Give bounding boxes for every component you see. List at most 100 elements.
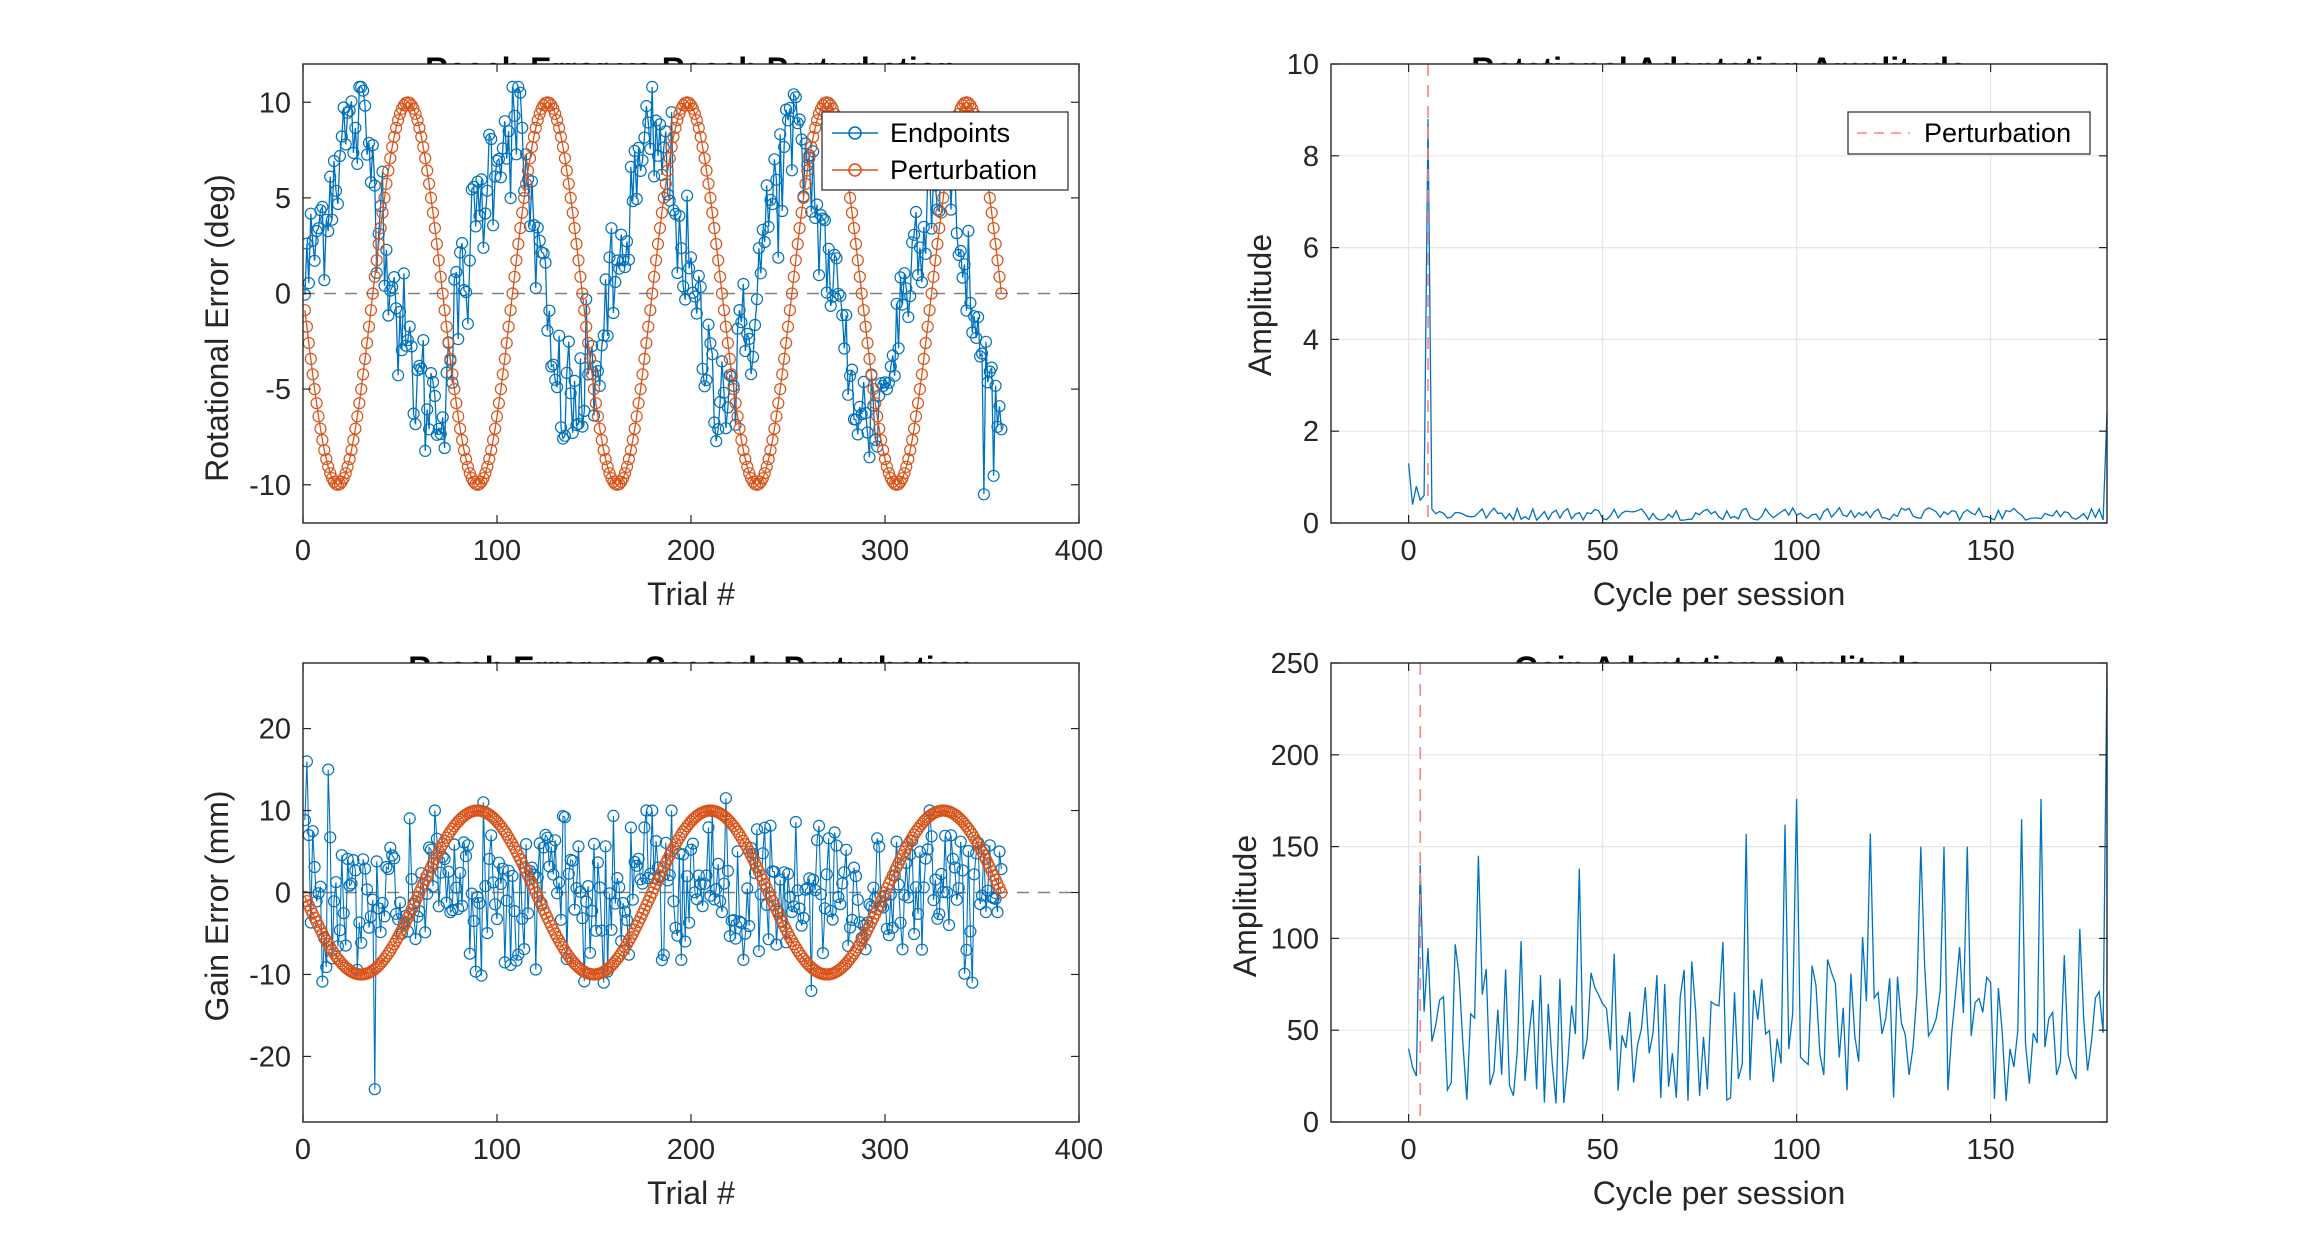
endpoint-marker	[434, 427, 447, 441]
endpoint-marker	[793, 113, 806, 126]
perturbation-marker	[376, 206, 389, 219]
endpoint-marker	[469, 220, 482, 233]
perturbation-marker	[601, 460, 614, 473]
perturbation-marker	[797, 191, 810, 204]
perturbation-marker	[343, 453, 356, 466]
perturbation-marker	[669, 121, 682, 135]
endpoint-marker	[805, 984, 818, 998]
endpoint-marker	[572, 840, 585, 853]
perturbation-marker	[644, 304, 657, 317]
endpoint-marker	[341, 852, 354, 866]
x-axis-label: Cycle per session	[1593, 1175, 1846, 1211]
endpoint-marker	[743, 919, 756, 933]
perturbation-marker	[432, 254, 445, 267]
endpoint-marker	[479, 880, 492, 893]
endpoint-marker	[820, 868, 833, 881]
endpoint-marker	[894, 271, 907, 284]
endpoint-marker	[663, 868, 676, 882]
endpoint-marker	[543, 860, 556, 873]
panel-reach-error-vs-saccade-perturbation: Reach Error vs Saccade Perturbation 0100…	[199, 650, 1103, 1211]
perturbation-marker	[921, 320, 934, 333]
endpoint-marker	[789, 91, 802, 104]
perturbation-marker	[968, 831, 981, 844]
x-tick-label: 200	[667, 1134, 715, 1166]
perturbation-marker	[688, 107, 702, 120]
endpoint-marker	[550, 381, 564, 394]
perturbation-marker	[498, 825, 511, 838]
endpoint-marker	[649, 114, 663, 127]
endpoint-marker	[401, 334, 414, 347]
y-tick-label: 20	[259, 714, 291, 746]
endpoint-marker	[303, 237, 313, 250]
perturbation-marker	[904, 834, 917, 848]
x-tick-label: 300	[861, 535, 909, 567]
perturbation-marker	[349, 422, 362, 435]
endpoint-marker	[607, 809, 620, 823]
perturbation-marker	[801, 164, 814, 177]
endpoint-marker	[688, 290, 702, 303]
endpoint-marker	[632, 852, 645, 865]
endpoint-marker	[698, 380, 711, 393]
perturbation-marker	[582, 336, 595, 350]
endpoint-marker	[702, 318, 715, 331]
endpoint-marker	[607, 306, 620, 320]
endpoint-marker	[333, 924, 346, 937]
endpoint-marker	[712, 857, 725, 871]
perturbation-marker	[659, 177, 672, 190]
perturbation-marker	[937, 191, 950, 204]
endpoint-marker	[719, 792, 733, 805]
endpoint-marker	[432, 900, 445, 913]
endpoint-marker	[360, 883, 374, 896]
endpoint-marker	[838, 342, 851, 355]
endpoint-marker	[809, 211, 822, 224]
perturbation-marker	[704, 191, 717, 204]
perturbation-marker	[865, 368, 878, 381]
perturbation-marker	[719, 320, 733, 333]
endpoint-marker	[368, 179, 381, 192]
endpoint-marker	[863, 451, 876, 464]
endpoint-marker	[364, 910, 377, 923]
endpoint-marker	[345, 95, 358, 108]
perturbation-marker	[547, 102, 560, 115]
perturbation-marker	[421, 164, 434, 177]
endpoint-marker	[324, 831, 337, 844]
perturbation-marker	[407, 102, 420, 115]
endpoint-marker	[834, 289, 847, 302]
endpoint-marker	[995, 862, 1008, 876]
perturbation-marker	[729, 397, 742, 410]
perturbation-marker	[384, 944, 397, 957]
perturbation-marker	[636, 368, 649, 381]
endpoint-marker	[902, 311, 915, 324]
endpoint-marker	[696, 900, 709, 913]
endpoint-marker	[671, 266, 684, 280]
endpoint-marker	[962, 844, 975, 858]
perturbation-marker	[502, 831, 515, 844]
endpoint-marker	[496, 142, 509, 155]
perturbation-marker	[985, 206, 998, 219]
y-tick-label: -5	[265, 374, 291, 406]
endpoint-marker	[812, 819, 826, 833]
endpoint-marker	[646, 80, 659, 94]
endpoint-marker	[754, 267, 767, 280]
endpoint-marker	[783, 101, 797, 115]
data-layer	[1407, 663, 2107, 1122]
perturbation-marker	[461, 460, 474, 473]
perturbation-marker	[574, 270, 587, 283]
endpoint-marker	[907, 228, 921, 241]
y-tick-label: -10	[249, 959, 291, 991]
endpoint-marker	[925, 830, 938, 843]
perturbation-marker	[987, 222, 1000, 235]
endpoint-marker	[770, 173, 783, 186]
perturbation-marker	[781, 320, 795, 333]
endpoint-marker	[679, 935, 692, 948]
endpoint-marker	[485, 829, 498, 842]
y-tick-label: 2	[1303, 416, 1319, 448]
perturbation-marker	[758, 467, 771, 480]
endpoint-marker	[378, 910, 391, 923]
endpoint-marker	[609, 897, 622, 910]
endpoint-marker	[492, 856, 505, 869]
perturbation-marker	[378, 191, 391, 204]
endpoint-marker	[386, 849, 399, 862]
perturbation-marker	[991, 254, 1004, 267]
endpoint-marker	[519, 837, 533, 851]
